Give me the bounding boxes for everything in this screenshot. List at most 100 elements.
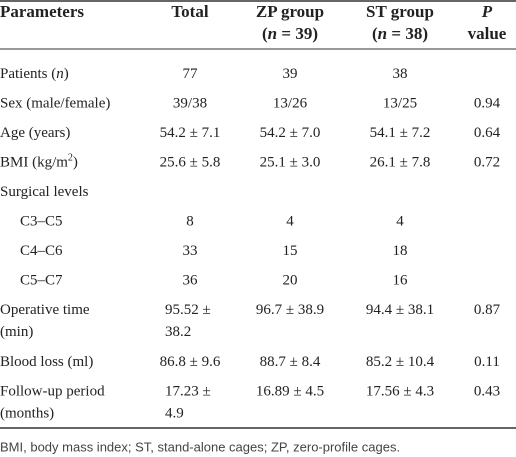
cell: 17.23 ±	[165, 384, 211, 400]
cell-text: 95.52 ±	[165, 302, 211, 318]
header-cell: Total	[171, 2, 208, 21]
cell: 86.8 ± 9.6	[160, 354, 221, 370]
cell: 4.9	[165, 406, 184, 422]
header-cell: value	[468, 24, 507, 43]
cell-text: 0.72	[474, 155, 500, 171]
cell-text: n	[268, 24, 277, 43]
cell-text: 25.6 ± 5.8	[160, 155, 221, 171]
cell: 54.1 ± 7.2	[370, 125, 431, 141]
cell: 13/26	[273, 96, 308, 112]
cell-text: 86.8 ± 9.6	[160, 354, 221, 370]
cell-text: ST group	[366, 2, 434, 21]
cell-text: Surgical levels	[0, 184, 89, 200]
cell-text: = 39)	[277, 24, 318, 43]
cell-text: 18	[393, 243, 408, 259]
cell-text: ZP group	[256, 2, 324, 21]
cell-text: 88.7 ± 8.4	[260, 354, 321, 370]
cell-text: P	[481, 2, 493, 21]
cell: 0.87	[474, 302, 501, 318]
cell-text: (months)	[0, 406, 54, 422]
cell: 54.2 ± 7.0	[260, 125, 321, 141]
cell: Follow-up period	[0, 384, 105, 400]
cell-text: 54.1 ± 7.2	[370, 125, 431, 141]
cell: 88.7 ± 8.4	[260, 354, 321, 370]
cell-text: 94.4 ± 38.1	[366, 302, 434, 318]
cell: BMI (kg/m2)	[0, 152, 78, 171]
cell: 0.64	[474, 125, 501, 141]
cell: 4	[396, 214, 404, 230]
cell-text: 54.2 ± 7.0	[260, 125, 321, 141]
cell: 18	[393, 243, 408, 259]
cell: 38.2	[165, 324, 191, 340]
cell-text: 85.2 ± 10.4	[366, 354, 435, 370]
cell-text: Blood loss (ml)	[0, 354, 93, 370]
header-cell: (n = 39)	[262, 24, 318, 43]
cell-text: 16.89 ± 4.5	[256, 384, 324, 400]
cell: C4–C6	[20, 243, 63, 259]
cell-text: value	[468, 24, 507, 43]
cell: Operative time	[0, 302, 90, 318]
cell-text: Sex (male/female)	[0, 96, 110, 112]
cell-text: 17.56 ± 4.3	[366, 384, 434, 400]
cell: 0.72	[474, 155, 500, 171]
cell: 39	[283, 66, 298, 82]
cell: C5–C7	[20, 273, 63, 289]
header-cell: P	[481, 2, 493, 21]
cell: 0.94	[474, 96, 501, 112]
cell: Age (years)	[0, 125, 70, 141]
cell-text: 33	[183, 243, 198, 259]
cell-text: 20	[283, 273, 298, 289]
cell: 16	[393, 273, 409, 289]
cell-text: BMI (kg/m	[0, 155, 68, 171]
cell: 85.2 ± 10.4	[366, 354, 435, 370]
header-cell: Parameters	[0, 2, 84, 21]
cell-text: Operative time	[0, 302, 90, 318]
cell: 0.11	[474, 354, 500, 370]
cell: (months)	[0, 406, 54, 422]
cell-text: 8	[186, 214, 194, 230]
cell-text: 38	[393, 66, 408, 82]
cell-text: 0.94	[474, 96, 501, 112]
cell-text: Parameters	[0, 2, 84, 21]
cell-text: )	[64, 66, 69, 82]
cell-text: Age (years)	[0, 125, 70, 141]
cell-text: 77	[183, 66, 199, 82]
cell-text: 26.1 ± 7.8	[370, 155, 431, 171]
cell: C3–C5	[20, 214, 63, 230]
cell: 0.43	[474, 384, 500, 400]
cell-text: n	[56, 66, 64, 82]
cell: 36	[183, 273, 199, 289]
cell-text: n	[378, 24, 387, 43]
header-cell: ST group	[366, 2, 434, 21]
cell-text: 2	[68, 152, 73, 163]
cell-text: Follow-up period	[0, 384, 105, 400]
cell: (min)	[0, 324, 33, 340]
cell: 33	[183, 243, 198, 259]
cell-text: 0.11	[474, 354, 500, 370]
cell-text: 39	[283, 66, 298, 82]
cell-text: C3–C5	[20, 214, 63, 230]
cell-text: 54.2 ± 7.1	[160, 125, 221, 141]
cell-text: 38.2	[165, 324, 191, 340]
cell-text: C4–C6	[20, 243, 63, 259]
cell-text: 4	[396, 214, 404, 230]
cell-text: 13/25	[383, 96, 417, 112]
cell-text: 13/26	[273, 96, 308, 112]
cell: 95.52 ±	[165, 302, 211, 318]
cell: 15	[283, 243, 298, 259]
cell-text: (	[372, 24, 378, 43]
cell-text: (	[262, 24, 268, 43]
cell: 77	[183, 66, 199, 82]
cell: 26.1 ± 7.8	[370, 155, 431, 171]
cell: Patients (n)	[0, 66, 69, 82]
cell: Blood loss (ml)	[0, 354, 93, 370]
cell-text: 15	[283, 243, 298, 259]
cell-text: 0.87	[474, 302, 501, 318]
cell: 54.2 ± 7.1	[160, 125, 221, 141]
footnote: BMI, body mass index; ST, stand-alone ca…	[0, 439, 400, 454]
cell: 17.56 ± 4.3	[366, 384, 434, 400]
cell: 16.89 ± 4.5	[256, 384, 324, 400]
cell-text: 4.9	[165, 406, 184, 422]
cell: 13/25	[383, 96, 417, 112]
